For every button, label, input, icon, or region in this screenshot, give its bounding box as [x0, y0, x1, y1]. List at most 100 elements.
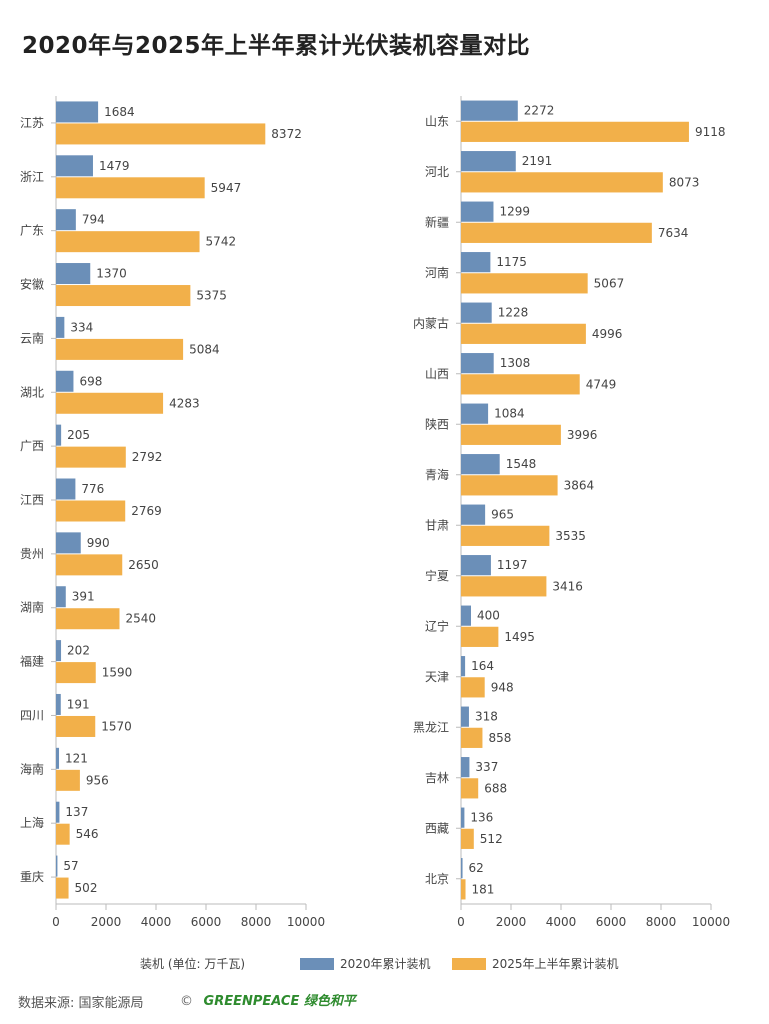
bar-2025	[56, 231, 200, 253]
bar-2020	[56, 316, 65, 338]
bar-2025	[461, 879, 466, 900]
value-label-2025: 5742	[206, 235, 237, 249]
category-label: 云南	[20, 330, 44, 345]
category-label: 上海	[20, 815, 44, 830]
category-label: 天津	[425, 670, 449, 684]
bar-2020	[461, 504, 486, 525]
value-label-2020: 205	[67, 428, 90, 442]
bar-2025	[56, 446, 126, 468]
x-tick-label: 6000	[596, 915, 627, 929]
value-label-2020: 990	[87, 536, 110, 550]
value-label-2025: 2650	[128, 558, 159, 572]
value-label-2020: 1684	[104, 105, 135, 119]
brand-logo: © GREENPEACE 绿色和平	[180, 990, 356, 1009]
axis-unit-label: 装机 (单位: 万千瓦)	[140, 957, 246, 971]
category-label: 黑龙江	[413, 720, 449, 734]
value-label-2020: 698	[79, 374, 102, 388]
value-label-2025: 502	[75, 881, 98, 895]
value-label-2025: 5067	[594, 276, 625, 290]
value-label-2020: 191	[67, 697, 90, 711]
category-label: 安徽	[20, 277, 44, 292]
category-label: 辽宁	[425, 618, 449, 633]
bar-2025	[461, 626, 499, 647]
value-label-2020: 337	[475, 760, 498, 774]
value-label-2025: 3996	[567, 428, 598, 442]
chart-area: 0 2000 4000 6000 8000 10000江苏16848372浙江147959…	[20, 96, 730, 929]
value-label-2020: 2272	[524, 104, 555, 118]
value-label-2020: 1548	[506, 457, 537, 471]
greenpeace-logo: GREENPEACE 绿色和平	[203, 994, 356, 1009]
value-label-2025: 4283	[169, 396, 200, 410]
value-label-2025: 2769	[131, 504, 162, 518]
value-label-2025: 4996	[592, 327, 623, 341]
value-label-2025: 8073	[669, 175, 700, 189]
bar-2020	[461, 605, 471, 626]
value-label-2025: 3535	[555, 529, 586, 543]
copyright-mark: ©	[180, 994, 193, 1009]
legend-label-2025: 2025年上半年累计装机	[492, 957, 619, 971]
bar-2025	[56, 715, 96, 737]
bar-2020	[56, 855, 58, 877]
bar-2025	[56, 823, 70, 845]
bar-2025	[461, 778, 479, 799]
bar-2020	[461, 100, 518, 121]
value-label-2020: 1228	[498, 306, 529, 320]
bar-2020	[461, 807, 465, 828]
value-label-2020: 57	[63, 859, 78, 873]
bar-2025	[461, 172, 663, 193]
value-label-2025: 4749	[586, 377, 617, 391]
bar-2020	[461, 201, 494, 222]
value-label-2020: 1084	[494, 407, 525, 421]
value-label-2025: 5947	[211, 181, 242, 195]
category-label: 北京	[425, 872, 449, 886]
bar-2025	[56, 769, 80, 791]
bar-2020	[56, 693, 61, 715]
category-label: 贵州	[20, 547, 44, 561]
category-label: 广东	[20, 224, 44, 238]
value-label-2020: 1370	[96, 267, 127, 281]
bar-2025	[461, 677, 485, 698]
value-label-2025: 948	[491, 680, 514, 694]
bar-2025	[461, 727, 483, 748]
category-label: 西藏	[425, 821, 449, 835]
value-label-2020: 202	[67, 644, 90, 658]
bar-2020	[56, 424, 62, 446]
bar-2025	[56, 662, 96, 684]
value-label-2020: 136	[470, 811, 493, 825]
bar-2025	[461, 525, 550, 546]
x-tick-label: 10000	[287, 915, 325, 929]
bar-2025	[56, 500, 126, 522]
value-label-2025: 3416	[552, 579, 583, 593]
x-tick-label: 8000	[241, 915, 272, 929]
bar-2025	[461, 828, 474, 849]
bar-2020	[461, 353, 494, 374]
category-label: 河北	[425, 165, 449, 179]
value-label-2020: 1299	[499, 205, 530, 219]
bar-2020	[56, 155, 93, 177]
category-label: 江西	[20, 493, 44, 507]
bar-2020	[461, 454, 500, 475]
bar-2025	[461, 576, 547, 597]
bar-2025	[56, 285, 191, 307]
value-label-2020: 391	[72, 590, 95, 604]
bar-2025	[461, 475, 558, 496]
bar-2020	[461, 858, 463, 879]
value-label-2025: 3864	[564, 478, 595, 492]
value-label-2020: 334	[70, 320, 93, 334]
legend-swatch-2020	[300, 957, 334, 970]
category-label: 青海	[425, 467, 449, 482]
bar-2020	[56, 586, 66, 608]
category-label: 浙江	[20, 170, 44, 184]
bar-2025	[56, 392, 164, 414]
value-label-2025: 7634	[658, 226, 689, 240]
bar-2020	[461, 706, 469, 727]
value-label-2020: 1479	[99, 159, 130, 173]
bar-2025	[56, 877, 69, 899]
value-label-2025: 1590	[102, 666, 133, 680]
bar-2020	[461, 757, 470, 778]
value-label-2020: 965	[491, 508, 514, 522]
category-label: 吉林	[425, 771, 449, 785]
bar-2025	[56, 123, 266, 145]
bar-2025	[56, 177, 205, 199]
category-label: 四川	[20, 708, 44, 722]
